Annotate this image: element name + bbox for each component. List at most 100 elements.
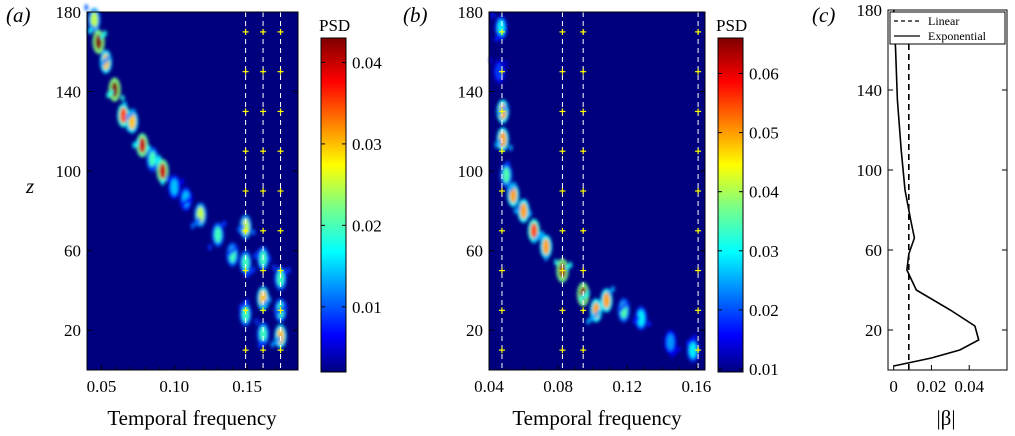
x-tick-label: 0.04 [954,377,984,396]
psd-speck [647,320,651,328]
psd-speck [582,292,587,300]
psd-speck [673,348,678,356]
panel-a-ylabel: z [25,174,34,198]
psd-speck [516,204,521,212]
psd-speck [586,318,590,325]
psd-speck [100,33,104,40]
y-tick-label: 180 [458,3,484,22]
x-tick-label: 0.02 [917,377,947,396]
psd-speck [157,155,162,162]
colorbar-tick-label: 0.03 [749,242,779,261]
psd-speck [611,285,615,293]
psd-speck [88,27,93,34]
psd-speck [248,269,253,276]
x-tick-label: 0 [889,377,898,396]
y-tick-label: 60 [865,241,882,260]
psd-blob [520,202,528,219]
panel-a-colorbar-gradient [320,37,347,373]
psd-speck [264,299,269,306]
panel-c-y-ticks: 180 140 100 60 20 [857,1,1007,340]
psd-speck [512,181,517,189]
panel-c-label: (c) [812,3,835,27]
psd-speck [509,184,514,192]
panel-a-markers [242,28,284,354]
psd-speck [277,335,281,343]
psd-speck [506,187,511,194]
psd-speck [242,301,246,308]
psd-speck [104,57,108,64]
psd-speck [692,334,697,341]
psd-speck [227,250,232,257]
psd-blob [259,326,267,343]
psd-blob [666,334,674,351]
psd-speck [506,160,510,168]
panel-c: (c) 180 140 100 60 20 0 0.02 0.04 Linear Expon… [812,1,1008,430]
panel-c-xlabel: |β| [936,406,955,430]
psd-blob [148,151,156,168]
colorbar-tick-label: 0.03 [352,135,382,154]
psd-speck [592,312,597,320]
psd-speck [283,302,288,310]
psd-speck [153,162,158,170]
psd-speck [254,318,259,325]
psd-speck [607,288,612,296]
x-tick-label: 0.16 [681,377,711,396]
psd-speck [261,302,265,309]
panel-a-xlabel: Temporal frequency [107,406,277,430]
panel-c-legend-box [889,11,1006,45]
psd-blob [637,310,645,327]
y-tick-label: 20 [64,321,81,340]
y-tick-label: 60 [64,242,81,261]
panel-b-x-ticks: 0.04 0.08 0.12 0.16 [474,365,711,396]
panel-b-xlabel: Temporal frequency [512,406,682,430]
psd-speck [497,138,502,146]
psd-speck [261,339,265,346]
y-tick-label: 180 [56,3,82,22]
psd-blob [138,137,146,154]
psd-speck [621,302,626,310]
panel-b-frame [488,11,706,371]
psd-speck [256,249,261,257]
colorbar-tick-label: 0.01 [749,360,779,379]
psd-speck [251,229,256,236]
psd-speck [166,175,170,182]
psd-blob [277,270,285,287]
psd-speck [513,207,518,215]
x-tick-label: 0.15 [232,377,262,396]
y-tick-label: 60 [466,242,483,261]
x-tick-label: 0.10 [159,377,189,396]
psd-speck [188,194,193,201]
psd-blob [119,107,127,124]
psd-blob [214,226,222,243]
psd-speck [497,109,502,117]
psd-speck [123,101,127,108]
psd-speck [532,237,536,244]
panel-a-colorbar-ticks: 0.04 0.03 0.02 0.01 [321,53,382,317]
psd-speck [239,304,243,311]
psd-speck [135,139,140,146]
x-tick-label: 0.04 [474,377,504,396]
psd-speck [489,57,494,64]
psd-speck [636,315,640,322]
psd-speck [267,255,272,262]
psd-speck [554,258,558,266]
psd-speck [245,298,250,305]
panel-c-legend: Linear Exponential [889,11,1006,45]
psd-speck [565,264,570,271]
psd-speck [686,339,690,347]
psd-speck [632,317,637,325]
psd-speck [253,252,257,260]
psd-speck [125,113,130,121]
legend-exponential-label: Exponential [928,29,987,43]
psd-speck [504,104,508,111]
panel-b-colorbar-ticks: 0.06 0.05 0.04 0.03 0.02 0.01 [718,64,779,379]
psd-speck [150,165,155,173]
panel-a-frame [86,11,299,371]
psd-speck [107,54,111,61]
panel-b: (b) 180 140 100 60 20 0.04 0.08 0.12 0.16 Tempo… [403,3,779,430]
psd-speck [106,91,111,99]
psd-speck [286,266,291,274]
colorbar-tick-label: 0.05 [749,124,779,143]
psd-speck [676,345,681,353]
